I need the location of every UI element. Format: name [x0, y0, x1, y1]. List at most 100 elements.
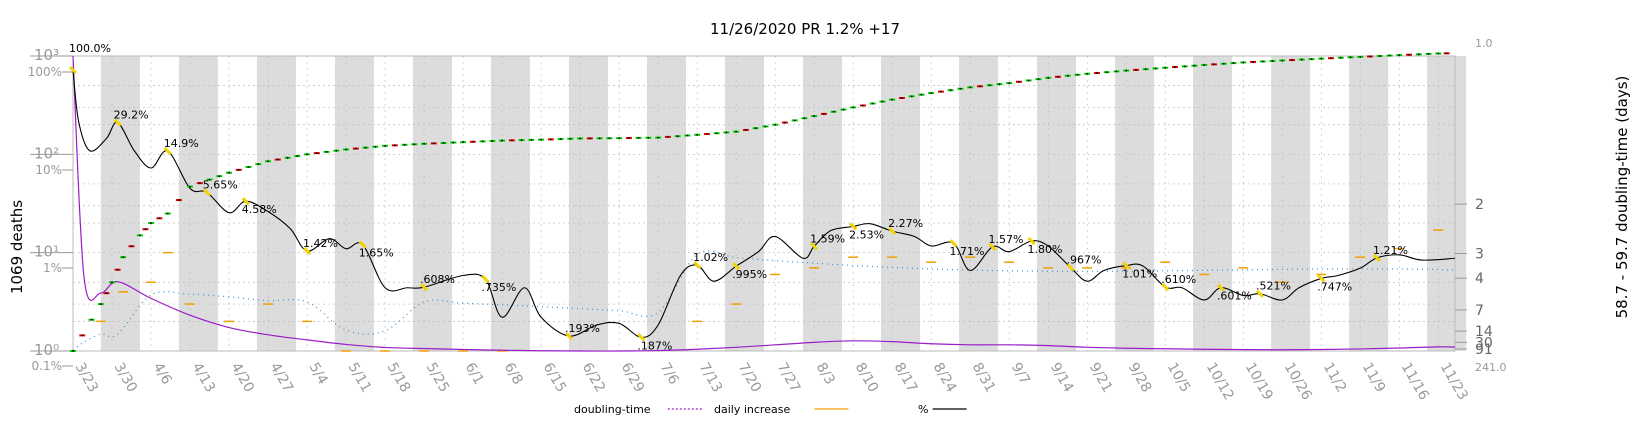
week-band	[1193, 56, 1233, 351]
cumulative-dot	[715, 132, 718, 135]
percent-annotation: .521%	[1256, 280, 1291, 293]
cumulative-dot	[99, 303, 102, 305]
chart-title: 11/26/2020 PR 1.2% +17	[710, 20, 900, 38]
cumulative-dot	[1125, 69, 1128, 72]
x-tick-label: 9/28	[1125, 360, 1155, 395]
cumulative-dot	[166, 212, 169, 215]
cumulative-dot	[1281, 59, 1284, 62]
cumulative-dot	[286, 156, 289, 159]
daily-increase-series	[95, 229, 1444, 352]
percent-marker	[1255, 289, 1265, 298]
cumulative-dot	[81, 334, 84, 337]
cumulative-dot	[764, 125, 767, 128]
cumulative-dot	[90, 318, 93, 321]
week-band	[1271, 56, 1311, 351]
cumulative-dot	[823, 113, 825, 115]
right-tick-label: 1.0	[1475, 37, 1493, 50]
week-band	[178, 56, 218, 351]
x-tick-label: 6/8	[501, 360, 526, 388]
percent-marker	[1027, 236, 1036, 246]
cumulative-dot	[1242, 61, 1245, 64]
percent-marker	[637, 333, 646, 342]
cumulative-dot	[1027, 79, 1030, 82]
cumulative-dot	[559, 138, 562, 140]
percent-marker	[113, 118, 122, 127]
percent-annotation: 29.2%	[114, 108, 149, 121]
x-tick-label: 11/16	[1398, 360, 1432, 403]
cumulative-dot	[618, 137, 621, 140]
cumulative-dot	[657, 136, 660, 139]
cumulative-dot	[1037, 78, 1040, 81]
x-tick-label: 4/6	[150, 360, 175, 388]
percent-annotation: 14.9%	[164, 137, 199, 150]
cumulative-dot	[1388, 54, 1391, 57]
right-tick-label: 30	[1475, 335, 1493, 351]
cumulative-dot	[130, 245, 133, 248]
cumulative-dot	[218, 175, 221, 178]
cumulative-dot	[696, 133, 699, 136]
x-tick-label: 5/25	[423, 360, 453, 395]
cumulative-dot	[1320, 57, 1323, 60]
right-tick-label: 7	[1475, 303, 1484, 319]
week-band	[1037, 56, 1077, 351]
cumulative-dot	[969, 86, 972, 89]
cumulative-dot	[1261, 60, 1264, 63]
week-bands	[100, 56, 1467, 351]
week-band	[412, 56, 452, 351]
percent-tick-label: 10%	[35, 163, 62, 177]
percent-annotation: 1.65%	[359, 247, 394, 260]
x-tick-label: 4/27	[267, 360, 297, 395]
cumulative-dot	[705, 133, 708, 135]
cumulative-dot	[940, 90, 942, 93]
cumulative-dot	[413, 143, 416, 146]
week-band	[1115, 56, 1155, 351]
percent-annotation: 5.65%	[203, 178, 238, 191]
week-band	[724, 56, 764, 351]
x-tick-label: 6/1	[462, 360, 487, 388]
x-tick-label: 9/21	[1086, 360, 1116, 395]
cumulative-dot	[1047, 76, 1050, 79]
cumulative-dot	[549, 138, 552, 141]
cumulative-dot	[105, 292, 108, 295]
cumulative-dot	[579, 137, 582, 140]
week-band	[334, 56, 374, 351]
cumulative-dot	[842, 108, 845, 111]
percent-line	[72, 69, 1456, 338]
percent-marker	[202, 188, 211, 197]
cumulative-dot	[122, 256, 125, 259]
percent-annotation: 4.58%	[242, 203, 277, 216]
x-tick-label: 4/13	[189, 360, 219, 395]
legend: doubling-time daily increase%	[574, 403, 967, 416]
percent-marker	[564, 331, 574, 341]
cumulative-dot	[1213, 63, 1215, 66]
x-tick-label: 5/18	[384, 360, 414, 395]
x-tick-label: 3/30	[111, 360, 141, 395]
cumulative-dot	[462, 141, 464, 144]
cumulative-dot	[832, 110, 835, 113]
percent-marker	[888, 227, 897, 236]
cumulative-dot	[72, 350, 74, 352]
percent-annotation: 100.0%	[69, 42, 111, 55]
percent-annotation: .995%	[732, 268, 767, 281]
cumulative-dot	[1115, 70, 1118, 73]
x-tick-label: 8/24	[930, 360, 960, 395]
cumulative-dot	[1378, 55, 1381, 57]
right-tick-label: 4	[1475, 271, 1484, 287]
cumulative-dot	[803, 117, 806, 120]
cumulative-dot	[1339, 56, 1342, 59]
cumulative-dot	[1144, 68, 1147, 71]
cumulative-dot	[111, 281, 113, 284]
x-tick-label: 10/19	[1242, 360, 1276, 403]
percent-marker	[732, 262, 741, 271]
right-tick-label: 3	[1475, 246, 1484, 262]
percent-marker	[68, 65, 78, 75]
cumulative-dot	[735, 130, 738, 133]
cumulative-dot	[1359, 55, 1362, 58]
percent-annotation: 2.53%	[849, 228, 884, 241]
x-tick-label: 5/4	[306, 360, 331, 388]
percent-marker	[1216, 283, 1226, 292]
cumulative-dot	[501, 139, 503, 142]
plot-border	[72, 55, 1456, 352]
cumulative-dot	[852, 106, 855, 109]
percent-marker	[1317, 274, 1326, 283]
